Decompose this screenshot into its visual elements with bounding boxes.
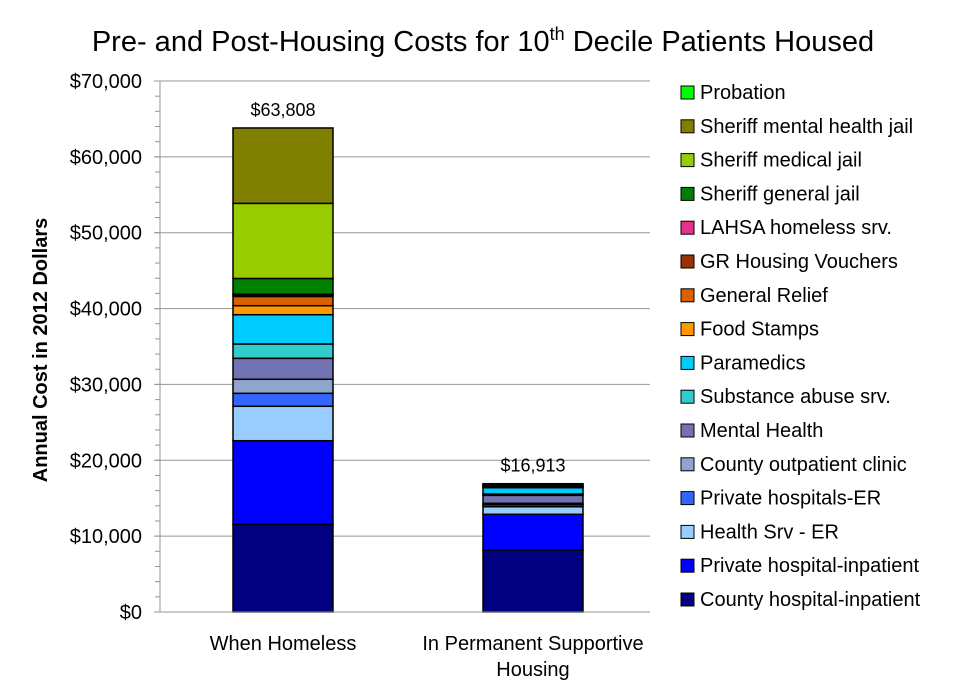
x-category-label: Housing	[496, 659, 569, 681]
bar-segment	[482, 513, 584, 551]
legend-entry: Food Stamps	[700, 319, 819, 341]
legend-entry: Private hospitals-ER	[700, 488, 881, 510]
y-tick-label: $50,000	[70, 223, 142, 245]
chart-title-main: Pre- and Post-Housing Costs for 10	[92, 26, 550, 58]
legend-entry: Probation	[700, 82, 786, 104]
chart-title: Pre- and Post-Housing Costs for 10th Dec…	[92, 24, 874, 58]
bar-segment	[232, 392, 334, 408]
legend-swatch	[680, 423, 695, 438]
y-tick-label: $10,000	[70, 526, 142, 548]
legend-swatch	[680, 85, 695, 100]
bar-segment	[232, 313, 334, 345]
legend-swatch	[680, 186, 695, 201]
bar-segment	[232, 343, 334, 360]
legend-entry: GR Housing Vouchers	[700, 251, 898, 273]
bar-segment	[232, 378, 334, 395]
bar-segment	[232, 357, 334, 381]
legend-entry: Mental Health	[700, 420, 823, 442]
legend-entry: Sheriff general jail	[700, 183, 860, 205]
legend-entry: Paramedics	[700, 352, 806, 374]
legend-entry: LAHSA homeless srv.	[700, 217, 892, 239]
x-category-label: In Permanent Supportive	[422, 633, 643, 655]
y-tick-label: $40,000	[70, 299, 142, 321]
legend-swatch	[680, 592, 695, 607]
legend-entry: Health Srv - ER	[700, 521, 839, 543]
legend-swatch	[680, 322, 695, 337]
y-axis-label: Annual Cost in 2012 Dollars	[30, 218, 52, 483]
legend-swatch	[680, 355, 695, 370]
bar-segment	[232, 523, 334, 613]
chart-title-rest: Decile Patients Housed	[565, 26, 875, 58]
legend-swatch	[680, 119, 695, 134]
bar-segment	[232, 127, 334, 205]
y-tick-label: $60,000	[70, 147, 142, 169]
legend-swatch	[680, 288, 695, 303]
y-tick-label: $0	[120, 602, 142, 624]
bar-segment	[232, 202, 334, 280]
legend-swatch	[680, 254, 695, 269]
total-data-label: $16,913	[500, 456, 565, 476]
bar-segment	[482, 482, 584, 486]
bar-segment	[482, 505, 584, 516]
legend-swatch	[680, 389, 695, 404]
legend-entry: Private hospital-inpatient	[700, 555, 919, 577]
legend-entry: Sheriff mental health jail	[700, 116, 913, 138]
legend-swatch	[680, 558, 695, 573]
chart-title-sup: th	[550, 24, 565, 44]
total-data-label: $63,808	[250, 100, 315, 120]
legend-swatch	[680, 491, 695, 506]
legend-swatch	[680, 153, 695, 168]
bar-segment	[232, 304, 334, 316]
bar-segment	[482, 549, 584, 613]
bar-segment	[232, 405, 334, 442]
y-tick-label: $30,000	[70, 374, 142, 396]
y-tick-label: $70,000	[70, 71, 142, 93]
legend-entry: County outpatient clinic	[700, 454, 907, 476]
legend-swatch	[680, 457, 695, 472]
x-category-label: When Homeless	[210, 633, 357, 655]
legend-swatch	[680, 220, 695, 235]
legend-entry: General Relief	[700, 285, 828, 307]
bar-segment	[482, 494, 584, 505]
bar-segment	[232, 295, 334, 307]
bar-segment	[232, 277, 334, 295]
legend-entry: Sheriff medical jail	[700, 150, 862, 172]
legend-entry: Substance abuse srv.	[700, 386, 891, 408]
y-tick-label: $20,000	[70, 450, 142, 472]
bar-segment	[232, 439, 334, 526]
legend-swatch	[680, 524, 695, 539]
legend-entry: County hospital-inpatient	[700, 589, 921, 611]
bar-segment	[482, 486, 584, 495]
